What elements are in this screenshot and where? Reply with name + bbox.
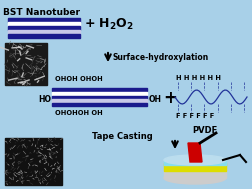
- Bar: [163, 160, 225, 165]
- Ellipse shape: [163, 172, 225, 184]
- Text: OH: OH: [148, 94, 161, 104]
- Bar: [52, 92, 146, 95]
- Bar: [52, 96, 146, 99]
- Text: H H H H H H: H H H H H H: [175, 75, 220, 81]
- Text: OHOHOH OH: OHOHOH OH: [55, 110, 102, 116]
- Bar: [5, 138, 62, 185]
- Text: $\bf{+\ H_2O_2}$: $\bf{+\ H_2O_2}$: [84, 16, 133, 32]
- Bar: [52, 103, 146, 106]
- Polygon shape: [187, 143, 201, 162]
- Bar: [52, 99, 146, 103]
- Bar: [8, 30, 80, 33]
- Text: PVDF: PVDF: [192, 126, 217, 135]
- Text: Surface-hydroxylation: Surface-hydroxylation: [113, 53, 208, 63]
- Bar: [8, 26, 80, 29]
- Bar: [8, 22, 80, 26]
- Bar: [163, 163, 225, 171]
- Text: +: +: [162, 89, 176, 107]
- Bar: [8, 34, 80, 37]
- Text: Tape Casting: Tape Casting: [92, 132, 152, 141]
- Text: OHOH OHOH: OHOH OHOH: [55, 76, 102, 82]
- Text: HO: HO: [38, 94, 51, 104]
- Bar: [8, 18, 80, 22]
- Text: BST Nanotuber: BST Nanotuber: [3, 8, 80, 17]
- Bar: [163, 168, 225, 178]
- Text: F F F F F F: F F F F F F: [175, 113, 213, 119]
- Bar: [5, 43, 47, 85]
- Bar: [52, 88, 146, 91]
- Ellipse shape: [163, 155, 225, 165]
